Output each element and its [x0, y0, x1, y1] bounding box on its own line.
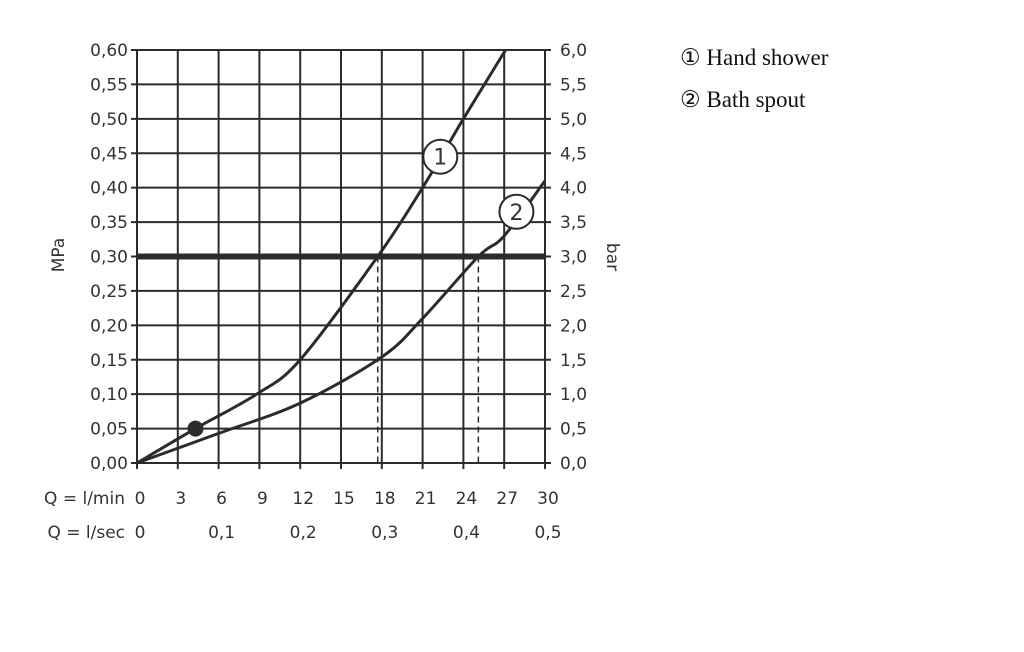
x-tick-lmin: 0 [135, 489, 146, 509]
legend-symbol-1: ① [680, 45, 701, 70]
y-tick-left: 0,45 [90, 144, 128, 164]
legend-symbol-2: ② [680, 87, 701, 112]
legend-item-2: ② Bath spout [680, 87, 805, 113]
y-tick-left: 0,25 [90, 282, 128, 302]
y-tick-left: 0,00 [90, 454, 128, 474]
y-tick-left: 0,30 [90, 248, 128, 268]
data-point [187, 420, 204, 437]
series-marker-circle-2 [498, 193, 535, 230]
y-tick-left: 0,35 [90, 213, 128, 233]
x-tick-lsec: 0,1 [208, 523, 235, 543]
y-tick-right: 4,5 [560, 144, 587, 164]
x-tick-lsec: 0,5 [534, 523, 561, 543]
y-tick-left: 0,60 [90, 41, 128, 61]
series-marker-label-1: 1 [433, 146, 447, 171]
y-tick-right: 3,5 [560, 213, 587, 233]
x-tick-lmin: 24 [456, 489, 478, 509]
x-axis-label-lmin: Q = l/min [44, 489, 125, 509]
y-tick-right: 5,5 [560, 75, 587, 95]
y-tick-left: 0,40 [90, 179, 128, 199]
x-tick-lmin: 21 [415, 489, 437, 509]
x-tick-lmin: 15 [333, 489, 355, 509]
y-tick-right: 1,0 [560, 385, 587, 405]
y-tick-right: 2,5 [560, 282, 587, 302]
x-tick-lmin: 18 [374, 489, 396, 509]
x-tick-lsec: 0,4 [453, 523, 480, 543]
y-tick-right: 3,0 [560, 248, 587, 268]
y-axis-label-left: MPa [49, 238, 69, 273]
x-tick-lsec: 0,3 [371, 523, 398, 543]
y-tick-left: 0,50 [90, 110, 128, 130]
series-marker-label-2: 2 [509, 201, 523, 226]
x-axis-label-lsec: Q = l/sec [47, 523, 125, 543]
y-axis-label-right: bar [602, 243, 622, 271]
x-tick-lmin: 27 [496, 489, 518, 509]
series-line-2 [136, 179, 547, 465]
y-tick-right: 2,0 [560, 316, 587, 336]
y-tick-left: 0,55 [90, 75, 128, 95]
x-tick-lsec: 0,2 [290, 523, 317, 543]
x-tick-lmin: 9 [257, 489, 268, 509]
y-tick-right: 5,0 [560, 110, 587, 130]
legend-text-2: Bath spout [706, 87, 806, 112]
x-tick-lmin: 12 [292, 489, 314, 509]
series-marker-circle-1 [422, 138, 459, 175]
y-tick-left: 0,05 [90, 420, 128, 440]
x-tick-lmin: 3 [175, 489, 186, 509]
y-tick-left: 0,15 [90, 351, 128, 371]
y-tick-right: 0,5 [560, 420, 587, 440]
x-tick-lsec: 0 [135, 523, 146, 543]
y-tick-left: 0,20 [90, 316, 128, 336]
y-tick-right: 4,0 [560, 179, 587, 199]
y-tick-right: 6,0 [560, 41, 587, 61]
legend-item-1: ① Hand shower [680, 45, 828, 71]
y-tick-right: 0,0 [560, 454, 587, 474]
x-tick-lmin: 30 [537, 489, 559, 509]
y-tick-left: 0,10 [90, 385, 128, 405]
y-tick-right: 1,5 [560, 351, 587, 371]
x-tick-lmin: 6 [216, 489, 227, 509]
series-line-1 [136, 49, 507, 465]
legend-text-1: Hand shower [706, 45, 829, 70]
